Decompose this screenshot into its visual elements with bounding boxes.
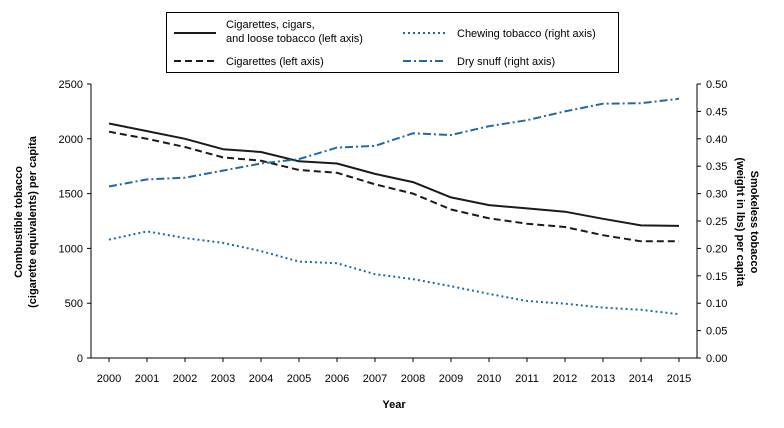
y-right-axis-title-line2: (weight in lbs) per capita	[734, 158, 746, 288]
axes	[87, 83, 701, 362]
series-chewing-tobacco	[108, 230, 680, 316]
x-tick-label: 2001	[135, 373, 159, 385]
x-tick-labels: 2000 2001 2002 2003 2004 2005 2006 2007 2008 2009…	[97, 373, 691, 385]
y-right-tick-label: 0.40	[706, 134, 727, 146]
y-left-axis-title-line1: Combustible tobacco	[13, 166, 25, 278]
y-left-tick-label: 2000	[59, 134, 83, 146]
y-right-tick-label: 0.45	[706, 106, 727, 118]
legend-label-dry-snuff: Dry snuff (right axis)	[457, 56, 555, 68]
x-tick-label: 2007	[363, 373, 387, 385]
x-tick-label: 2000	[97, 373, 121, 385]
y-right-tick-label: 0.35	[706, 161, 727, 173]
y-right-tick-labels: 0.00 0.05 0.10 0.15 0.20 0.25 0.30 0.35 0.40 0.45…	[706, 79, 727, 365]
x-tick-label: 2014	[629, 373, 653, 385]
legend-box	[166, 12, 619, 73]
y-left-tick-label: 0	[77, 353, 83, 365]
x-tick-label: 2012	[553, 373, 577, 385]
y-right-tick-label: 0.50	[706, 79, 727, 91]
series-group	[108, 97, 680, 316]
legend-label-combustible-1: Cigarettes, cigars,	[226, 19, 315, 31]
y-right-axis-title-line1: Smokeless tobacco	[748, 171, 760, 274]
y-left-tick-label: 2500	[59, 79, 83, 91]
y-left-axis-title-line2: (cigarette equivalents) per capita	[27, 135, 39, 308]
x-tick-label: 2009	[439, 373, 463, 385]
y-right-tick-label: 0.25	[706, 216, 727, 228]
x-tick-label: 2013	[591, 373, 615, 385]
x-axis-title: Year	[382, 399, 406, 411]
y-right-tick-label: 0.15	[706, 271, 727, 283]
series-combustible-tobacco	[108, 122, 680, 227]
x-tick-label: 2005	[287, 373, 311, 385]
x-tick-label: 2008	[401, 373, 425, 385]
series-dry-snuff	[108, 97, 680, 188]
y-left-tick-label: 1000	[59, 243, 83, 255]
x-tick-label: 2006	[325, 373, 349, 385]
series-cigarettes	[108, 130, 679, 243]
y-left-tick-labels: 0 500 1000 1500 2000 2500	[59, 79, 83, 365]
x-tick-label: 2003	[211, 373, 235, 385]
y-left-tick-label: 500	[65, 298, 83, 310]
y-right-tick-label: 0.00	[706, 353, 727, 365]
x-tick-label: 2011	[515, 373, 539, 385]
y-left-tick-label: 1500	[59, 189, 83, 201]
legend-label-cigarettes: Cigarettes (left axis)	[226, 56, 324, 68]
y-right-tick-label: 0.30	[706, 189, 727, 201]
legend-label-chewing: Chewing tobacco (right axis)	[457, 28, 596, 40]
x-tick-label: 2015	[667, 373, 691, 385]
y-right-tick-label: 0.10	[706, 298, 727, 310]
x-tick-label: 2010	[477, 373, 501, 385]
y-right-tick-label: 0.05	[706, 326, 727, 338]
x-tick-label: 2002	[173, 373, 197, 385]
y-right-tick-label: 0.20	[706, 243, 727, 255]
x-tick-label: 2004	[249, 373, 273, 385]
legend: Cigarettes, cigars, and loose tobacco (l…	[166, 12, 619, 73]
legend-label-combustible-2: and loose tobacco (left axis)	[226, 33, 363, 45]
